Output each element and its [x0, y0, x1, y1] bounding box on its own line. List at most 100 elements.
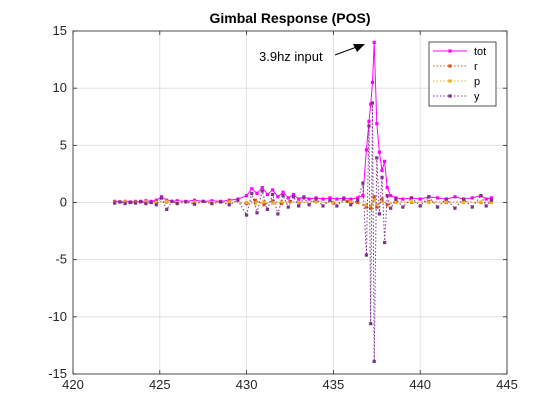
data-point-y: [377, 212, 382, 216]
data-point-p: [331, 200, 335, 205]
y-tick-label: -10: [48, 309, 67, 324]
data-point-p: [144, 200, 148, 204]
data-point-tot: [418, 197, 422, 201]
data-point-y: [389, 206, 393, 210]
data-point-y: [369, 322, 373, 326]
data-point-tot: [276, 195, 280, 199]
y-tick-label: -5: [55, 252, 67, 267]
data-point-tot: [297, 197, 301, 201]
legend-box: [428, 41, 497, 107]
data-point-y: [444, 197, 448, 201]
annotation: 3.9hz input: [259, 44, 365, 64]
legend-marker-r: [448, 64, 452, 68]
series-y: [113, 101, 493, 364]
data-point-r: [262, 203, 266, 207]
data-point-p: [372, 198, 376, 202]
data-point-y: [201, 199, 205, 203]
data-point-y: [453, 206, 457, 210]
x-tick-label: 435: [323, 377, 345, 392]
data-point-tot: [210, 199, 214, 203]
data-point-p: [444, 200, 448, 204]
data-point-y: [328, 198, 332, 202]
data-point-tot: [470, 196, 474, 200]
data-point-y: [276, 212, 280, 216]
data-point-y: [349, 203, 353, 207]
data-point-r: [380, 197, 384, 201]
data-point-r: [369, 206, 373, 210]
data-point-y: [260, 189, 264, 193]
data-point-tot: [281, 190, 285, 194]
x-tick-label: 425: [149, 377, 171, 392]
data-point-p: [253, 202, 257, 206]
data-point-y: [192, 202, 197, 206]
data-point-r: [279, 202, 283, 206]
data-point-y: [250, 191, 254, 195]
data-point-p: [314, 200, 318, 204]
data-point-y: [385, 194, 389, 198]
legend-marker-tot: [448, 49, 452, 53]
data-point-tot: [356, 196, 360, 200]
data-point-tot: [175, 199, 179, 203]
data-point-p: [479, 200, 483, 204]
legend-label-r: r: [474, 61, 478, 73]
data-point-tot: [260, 186, 264, 190]
data-point-tot: [377, 150, 382, 154]
data-point-y: [462, 197, 466, 201]
data-point-tot: [453, 195, 457, 199]
data-point-y: [149, 200, 153, 205]
data-point-y: [218, 200, 223, 204]
data-point-tot: [367, 119, 371, 123]
legend-label-tot: tot: [474, 46, 486, 58]
data-point-y: [133, 201, 138, 205]
annotation-text: 3.9hz input: [259, 49, 323, 64]
data-point-tot: [265, 192, 270, 197]
series-line-y: [114, 102, 492, 362]
data-point-y: [227, 203, 231, 207]
y-tick-label: -15: [48, 366, 67, 381]
data-point-tot: [307, 197, 311, 201]
data-point-p: [279, 200, 283, 204]
data-point-p: [462, 200, 466, 205]
data-point-tot: [385, 186, 389, 190]
data-point-y: [356, 198, 360, 202]
x-tick-label: 440: [409, 377, 431, 392]
data-point-p: [375, 203, 379, 207]
data-point-y: [159, 196, 164, 200]
data-point-y: [245, 213, 249, 217]
data-point-p: [394, 200, 398, 205]
data-point-tot: [328, 196, 332, 200]
data-point-y: [123, 202, 127, 206]
data-point-y: [291, 195, 296, 199]
data-point-p: [489, 200, 493, 205]
data-point-y: [470, 205, 474, 209]
data-point-y: [409, 196, 414, 200]
x-tick-label: 430: [236, 377, 258, 392]
chart-title: Gimbal Response (POS): [209, 10, 370, 26]
data-point-y: [236, 198, 240, 202]
data-point-y: [265, 207, 270, 211]
data-point-tot: [349, 197, 353, 201]
data-point-y: [364, 253, 368, 257]
data-point-tot: [361, 194, 365, 198]
tick-layer: 420 425 430 435 440 445 -15 -10 -5 0 5 10 15: [48, 23, 518, 392]
data-point-tot: [380, 168, 384, 173]
data-point-y: [271, 192, 275, 197]
data-point-tot: [335, 197, 339, 201]
data-point-p: [192, 200, 197, 204]
data-point-tot: [484, 197, 488, 201]
x-tick-label: 445: [496, 377, 518, 392]
series-layer: [113, 40, 493, 364]
data-point-y: [210, 202, 214, 206]
data-point-tot: [255, 191, 259, 195]
data-point-y: [281, 194, 285, 198]
data-point-tot: [245, 194, 249, 198]
data-point-y: [383, 240, 387, 245]
data-point-p: [262, 199, 266, 203]
data-point-y: [372, 359, 376, 364]
data-point-tot: [489, 196, 493, 200]
y-tick-label: 10: [53, 80, 67, 95]
data-point-y: [139, 199, 143, 203]
data-point-y: [118, 200, 122, 204]
